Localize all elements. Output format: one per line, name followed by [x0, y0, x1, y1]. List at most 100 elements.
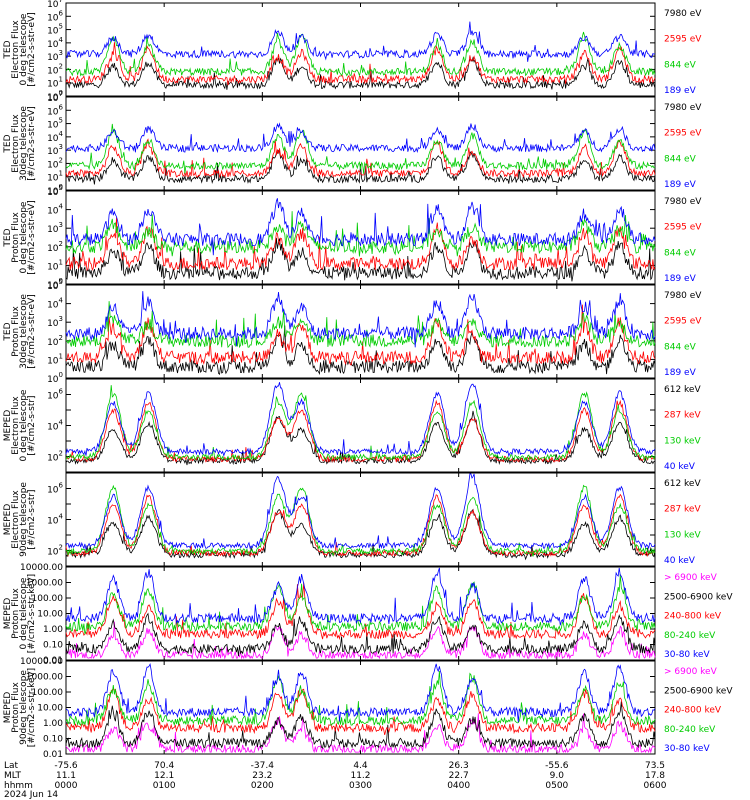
x-tick-label: 12.1	[154, 771, 174, 781]
series-line	[65, 701, 656, 749]
y-tick-label: 104	[47, 419, 63, 433]
x-axis-row-label: Lat	[4, 761, 19, 771]
y-tick-label: 1000.00	[26, 579, 63, 589]
legend-entry: 189 eV	[664, 368, 697, 378]
x-tick-label: 0600	[644, 781, 667, 791]
x-tick-label: 0200	[251, 781, 274, 791]
legend-entry: 2595 eV	[664, 129, 702, 139]
legend-entry: 2595 eV	[664, 35, 702, 45]
series-line	[65, 484, 656, 557]
y-tick-label: 100	[47, 183, 63, 197]
legend-entry: 7980 eV	[664, 103, 702, 113]
y-axis-label: TED	[3, 322, 13, 341]
x-tick-label: -55.6	[545, 761, 569, 771]
y-tick-label: 100	[47, 371, 63, 385]
x-tick-label: 23.2	[252, 771, 272, 781]
y-tick-label: 100	[47, 277, 63, 291]
y-axis-label: [#/cm2-s-str-eV]	[27, 106, 37, 181]
series-line	[65, 670, 656, 727]
y-tick-label: 0.10	[43, 735, 63, 745]
y-axis-label: MEPED	[3, 598, 13, 630]
y-tick-label: 103	[47, 143, 63, 157]
series-line	[65, 122, 656, 154]
series-line	[65, 574, 656, 635]
y-tick-label: 105	[47, 23, 63, 37]
legend-entry: 2595 eV	[664, 223, 702, 233]
legend-entry: 240-800 keV	[664, 612, 722, 622]
y-axis-label: 0 deg telescope	[19, 389, 29, 461]
series-line	[65, 621, 656, 660]
y-tick-label: 104	[47, 513, 63, 527]
y-axis-label: [#/cm2-s-str-keV]	[27, 574, 37, 653]
legend-entry: > 6900 keV	[664, 667, 718, 677]
series-line	[65, 237, 656, 282]
y-tick-label: 104	[47, 203, 63, 217]
x-tick-label: 0500	[545, 781, 568, 791]
x-tick-label: -37.4	[251, 761, 275, 771]
y-axis-label: [#/cm2-s-str-eV]	[27, 12, 37, 87]
y-tick-label: 104	[47, 36, 63, 50]
legend-entry: 30-80 keV	[664, 650, 710, 660]
legend-entry: 189 eV	[664, 274, 697, 284]
legend-entry: 80-240 keV	[664, 631, 716, 641]
y-tick-label: 102	[47, 334, 63, 348]
y-tick-label: 100.00	[32, 594, 64, 604]
legend-entry: 189 eV	[664, 86, 697, 96]
y-tick-label: 107	[47, 0, 63, 10]
legend-entry: 7980 eV	[664, 291, 702, 301]
y-tick-label: 102	[47, 450, 63, 464]
y-tick-label: 105	[47, 117, 63, 131]
legend-entry: 2595 eV	[664, 317, 702, 327]
series-line	[65, 688, 656, 735]
legend-entry: 240-800 keV	[664, 706, 722, 716]
series-line	[65, 301, 656, 349]
legend-entry: 287 keV	[664, 505, 701, 515]
y-tick-label: 101	[47, 76, 63, 90]
y-axis-label: TED	[3, 134, 13, 153]
y-tick-label: 103	[47, 221, 63, 235]
y-tick-label: 106	[47, 9, 63, 23]
legend-entry: 130 keV	[664, 530, 701, 540]
series-line	[65, 385, 656, 462]
series-line	[65, 42, 656, 86]
y-tick-label: 101	[47, 170, 63, 184]
y-tick-label: 103	[47, 49, 63, 63]
y-tick-label: 106	[47, 388, 63, 402]
series-line	[65, 508, 656, 561]
y-tick-label: 101	[47, 258, 63, 272]
series-line	[65, 198, 656, 256]
x-tick-label: 0100	[153, 781, 176, 791]
series-line	[65, 493, 656, 558]
series-line	[65, 123, 656, 174]
legend-entry: 2500-6900 keV	[664, 592, 733, 602]
series-line	[65, 31, 656, 77]
legend-entry: 80-240 keV	[664, 725, 716, 735]
legend-entry: 7980 eV	[664, 9, 702, 19]
y-axis-label: [#/cm2-s-str-eV]	[27, 200, 37, 275]
y-axis-label: Electron Flux	[11, 114, 21, 173]
y-axis-label: Proton Flux	[11, 212, 21, 263]
y-axis-label: 90deg telescope	[19, 670, 29, 745]
legend-entry: 130 keV	[664, 436, 701, 446]
y-axis-label: MEPED	[3, 504, 13, 536]
y-tick-label: 106	[47, 482, 63, 496]
x-tick-label: 0400	[447, 781, 470, 791]
legend-entry: 189 eV	[664, 180, 697, 190]
x-tick-label: 73.5	[645, 761, 665, 771]
panel-frame	[65, 96, 656, 191]
y-tick-label: 10.00	[37, 610, 63, 620]
series-line	[65, 399, 656, 464]
series-line	[65, 291, 656, 348]
y-tick-label: 10000.00	[20, 657, 63, 667]
legend-entry: 287 keV	[664, 411, 701, 421]
y-tick-label: 1.00	[43, 719, 63, 729]
y-axis-label: [#/cm2-s-str-eV]	[27, 294, 37, 369]
x-tick-label: 70.4	[154, 761, 174, 771]
y-tick-label: 1.00	[43, 625, 63, 635]
y-tick-label: 107	[47, 90, 63, 104]
x-tick-label: 0000	[55, 781, 78, 791]
